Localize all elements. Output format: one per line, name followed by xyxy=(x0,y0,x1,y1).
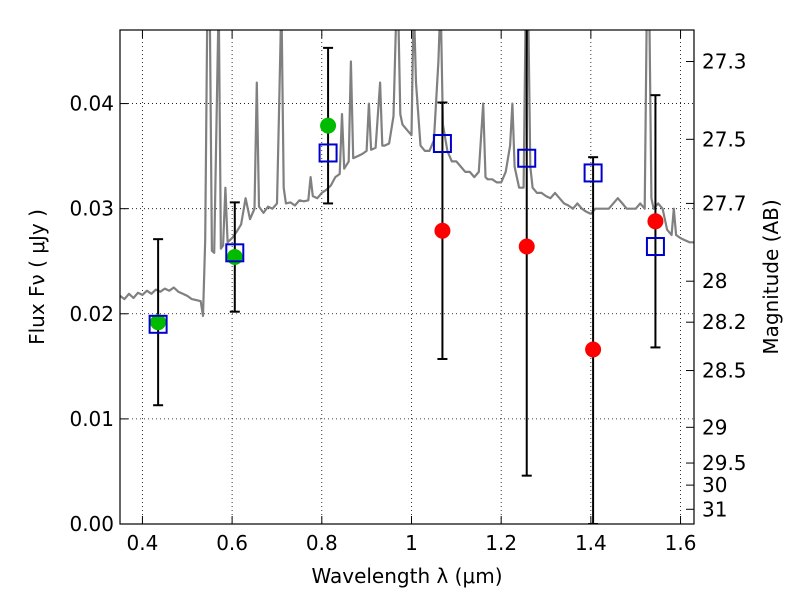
detected-point xyxy=(226,249,243,266)
model-photometry-box xyxy=(645,237,665,257)
upper-limit-point xyxy=(647,213,664,230)
spectrum-line xyxy=(120,30,694,317)
detected-point xyxy=(320,117,337,134)
x-tick-label: 1.4 xyxy=(575,531,607,555)
model-photometry-box xyxy=(432,134,452,154)
y-tick-label: 0.01 xyxy=(69,407,114,431)
model-photometry-box xyxy=(148,314,168,334)
magnitude-tick-label: 31 xyxy=(702,497,727,521)
magnitude-axis-title: Magnitude (AB) xyxy=(759,199,783,354)
model-photometry-box xyxy=(318,143,338,163)
y-tick-label: 0.02 xyxy=(69,302,114,326)
x-tick-label: 0.6 xyxy=(216,531,248,555)
data-points xyxy=(148,117,665,358)
model-photometry-box xyxy=(517,148,537,168)
x-tick-label: 1 xyxy=(405,531,418,555)
magnitude-tick-label: 28 xyxy=(702,269,727,293)
magnitude-tick-label: 28.5 xyxy=(702,359,747,383)
magnitude-tick-label: 27.7 xyxy=(702,191,747,215)
x-tick-label: 0.4 xyxy=(127,531,159,555)
y-axis-title: Flux Fν ( μJy ) xyxy=(25,209,49,345)
y-tick-label: 0.00 xyxy=(69,512,114,536)
upper-limit-point xyxy=(518,238,535,255)
y-tick-label: 0.04 xyxy=(69,92,114,116)
x-axis-ticks: 0.4 0.6 0.8 1 1.2 1.4 1.6 xyxy=(127,30,697,555)
detected-point xyxy=(150,314,167,331)
x-tick-label: 1.2 xyxy=(485,531,517,555)
magnitude-tick-label: 30 xyxy=(702,473,727,497)
plot-frame xyxy=(119,29,695,525)
x-axis-title: Wavelength λ (μm) xyxy=(311,564,502,588)
magnitude-tick-label: 28.2 xyxy=(702,310,747,334)
magnitude-tick-label: 27.5 xyxy=(702,127,747,151)
y-axis-ticks: 0.00 0.01 0.02 0.03 0.04 xyxy=(69,92,128,536)
upper-limit-point xyxy=(585,341,602,358)
x-tick-label: 1.6 xyxy=(665,531,697,555)
magnitude-tick-label: 29.5 xyxy=(702,451,747,475)
magnitude-tick-label: 29 xyxy=(702,415,727,439)
model-photometry-box xyxy=(225,243,245,263)
upper-limit-point xyxy=(434,222,451,239)
model-spectrum xyxy=(120,30,694,317)
y-tick-label: 0.03 xyxy=(69,197,114,221)
magnitude-tick-label: 27.3 xyxy=(702,50,747,74)
x-tick-label: 0.8 xyxy=(306,531,338,555)
model-photometry-box xyxy=(583,163,603,183)
